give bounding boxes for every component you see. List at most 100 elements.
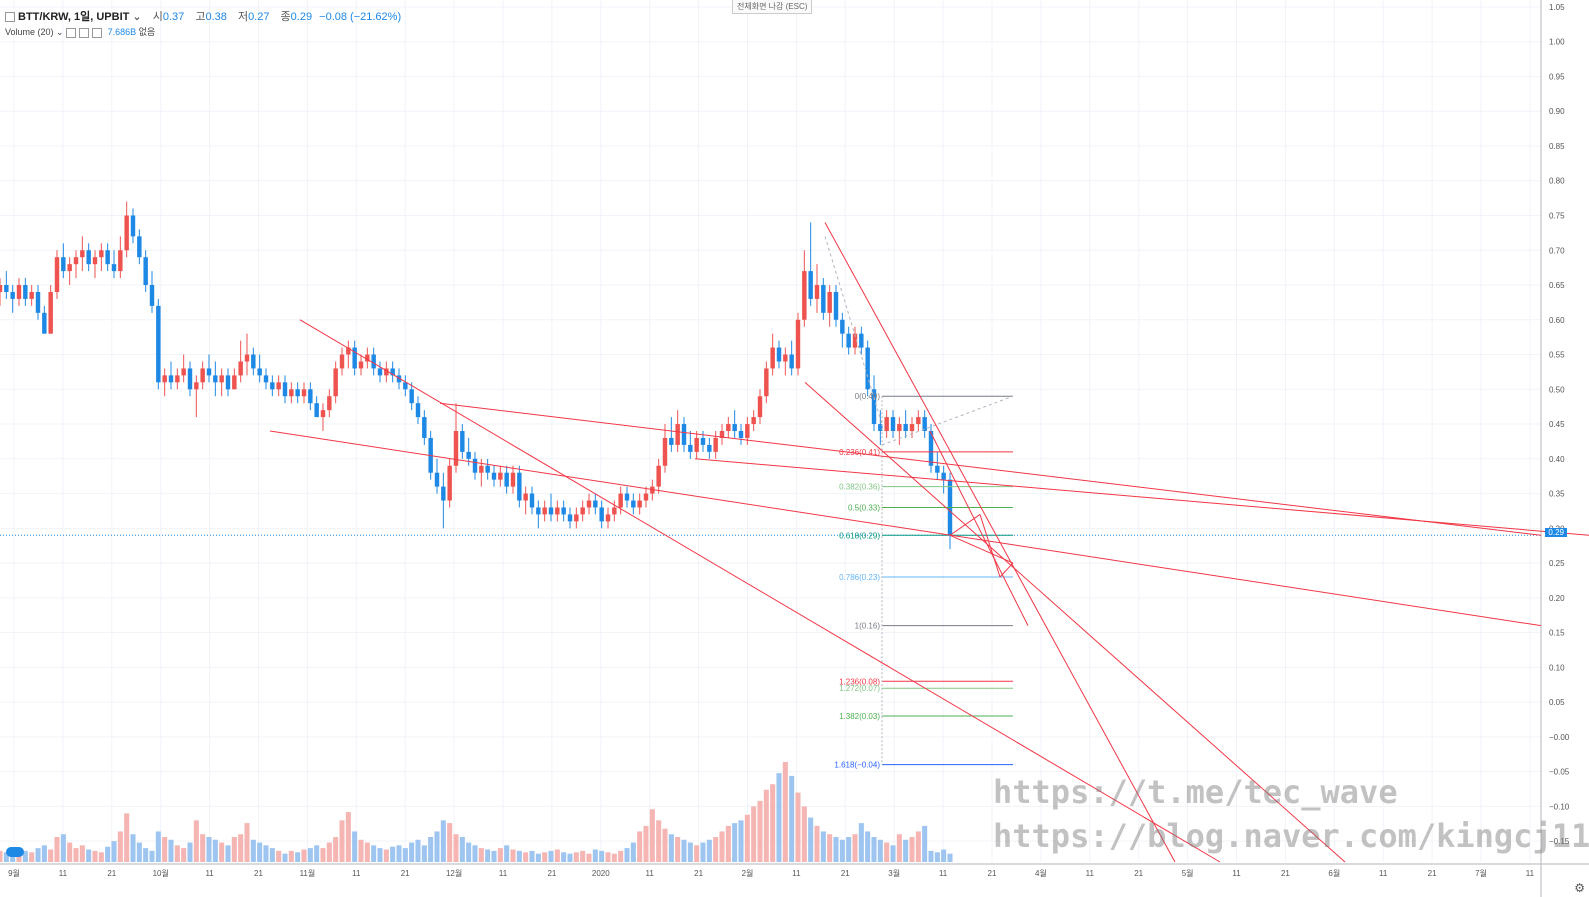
zigzag-line xyxy=(979,514,1001,578)
volume-bar xyxy=(858,823,864,862)
candle-body xyxy=(865,347,870,390)
y-tick-label: −0.10 xyxy=(1549,802,1570,811)
volume-bar xyxy=(390,846,396,862)
candle-body xyxy=(295,389,300,397)
candle-body xyxy=(314,403,319,418)
candle-body xyxy=(466,451,471,459)
candle-body xyxy=(770,347,775,369)
volume-bar xyxy=(288,850,294,862)
collapse-icon[interactable] xyxy=(5,12,15,23)
volume-bar xyxy=(257,842,263,862)
symbol-label[interactable]: BTT/KRW, 1일, UPBIT xyxy=(18,11,130,23)
volume-bar xyxy=(295,852,301,862)
remove-icon[interactable] xyxy=(92,27,103,38)
volume-bar xyxy=(155,831,161,862)
x-tick-label: 11 xyxy=(792,869,801,878)
candle-body xyxy=(732,424,737,431)
candle-body xyxy=(371,354,376,369)
volume-bar xyxy=(941,849,947,862)
open-value: 0.37 xyxy=(162,11,185,23)
volume-bar xyxy=(244,823,250,862)
x-tick-label: 11월 xyxy=(300,868,316,878)
watermark-blog: https://blog.naver.com/kingcj112 xyxy=(993,817,1589,855)
x-tick-label: 21 xyxy=(547,869,556,878)
volume-bar xyxy=(909,837,915,862)
candle-body xyxy=(719,431,725,438)
candle-body xyxy=(143,257,148,286)
volume-dropdown-icon[interactable]: ⌄ xyxy=(53,27,67,37)
candle-body xyxy=(878,424,883,431)
candle-body xyxy=(764,368,769,397)
gear-icon[interactable]: ⚙ xyxy=(1574,881,1585,895)
candle-body xyxy=(111,264,117,272)
candle-body xyxy=(897,424,902,431)
volume-bar xyxy=(0,850,3,862)
volume-bar xyxy=(377,848,383,862)
candle-body xyxy=(529,493,535,508)
x-tick-label: 21 xyxy=(1281,869,1290,878)
symbol-dropdown-icon[interactable]: ⌄ xyxy=(129,11,142,23)
candle-body xyxy=(396,375,402,383)
candle-body xyxy=(567,514,573,522)
exit-fullscreen-button[interactable]: 전체화면 나감 (ESC) xyxy=(732,0,813,14)
candle-body xyxy=(460,431,465,452)
candle-body xyxy=(675,424,680,445)
volume-bar xyxy=(212,839,218,862)
volume-bar xyxy=(124,813,130,862)
y-tick-label: −0.00 xyxy=(1549,733,1570,742)
volume-bar xyxy=(73,848,79,862)
candle-body xyxy=(542,507,547,515)
volume-bar xyxy=(29,852,35,862)
candle-body xyxy=(859,333,864,348)
candle-body xyxy=(624,493,630,501)
volume-bar xyxy=(681,839,687,862)
volume-label[interactable]: Volume (20) xyxy=(5,27,54,37)
volume-bar xyxy=(409,842,415,862)
candle-body xyxy=(561,507,566,515)
x-tick-label: 10월 xyxy=(153,868,169,878)
volume-bar xyxy=(453,834,459,862)
zigzag-line xyxy=(949,534,1014,564)
cloud-icon[interactable] xyxy=(6,847,24,857)
volume-bar xyxy=(187,842,193,862)
y-tick-label: 0.35 xyxy=(1549,490,1565,499)
volume-bar xyxy=(447,823,453,862)
y-tick-label: 0.65 xyxy=(1549,281,1565,290)
candle-body xyxy=(118,250,123,272)
volume-bar xyxy=(947,853,953,862)
y-tick-label: −0.15 xyxy=(1549,837,1570,846)
candle-body xyxy=(814,285,820,299)
candle-body xyxy=(181,368,186,376)
candle-body xyxy=(409,389,414,404)
volume-bar xyxy=(656,820,662,862)
volume-suffix: 없음 xyxy=(138,27,156,37)
candle-body xyxy=(276,382,281,390)
settings-icon[interactable] xyxy=(79,27,90,38)
volume-bar xyxy=(231,837,237,862)
x-tick-label: 12월 xyxy=(446,868,462,878)
x-tick-label: 11 xyxy=(352,869,361,878)
x-tick-label: 11 xyxy=(59,869,68,878)
candle-body xyxy=(61,257,66,272)
volume-bar xyxy=(396,845,402,862)
candle-body xyxy=(548,507,554,515)
volume-value: 7.686B xyxy=(107,27,137,37)
fib-level-label: 0.618(0.29) xyxy=(839,531,880,540)
x-tick-label: 11 xyxy=(1086,869,1095,878)
zigzag-line xyxy=(999,562,1014,578)
volume-bar xyxy=(542,852,548,862)
y-tick-label: 0.15 xyxy=(1549,629,1565,638)
candle-body xyxy=(643,493,649,501)
visibility-icon[interactable] xyxy=(66,27,77,38)
x-tick-label: 2020 xyxy=(592,869,610,878)
current-price-tag: 0.29 xyxy=(1545,528,1567,537)
volume-bar xyxy=(174,845,180,862)
x-tick-label: 11 xyxy=(646,869,655,878)
x-tick-label: 9월 xyxy=(8,868,20,878)
volume-bar xyxy=(263,845,269,862)
volume-bar xyxy=(301,849,307,862)
volume-bar xyxy=(694,845,700,862)
candle-body xyxy=(308,389,313,404)
candle-body xyxy=(124,215,129,251)
